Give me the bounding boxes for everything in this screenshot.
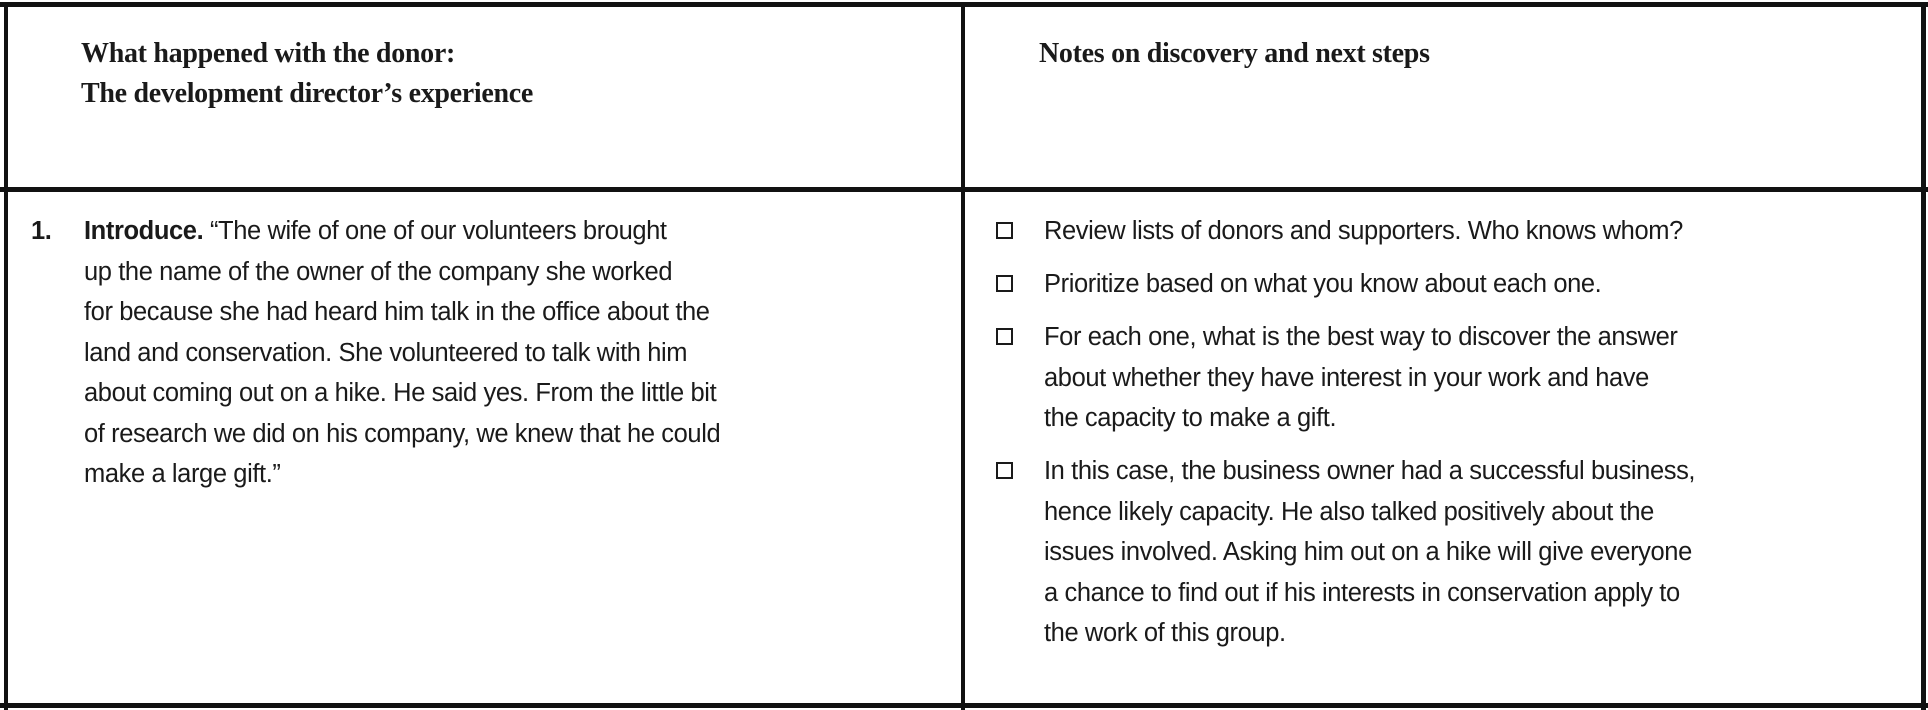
right-column-header: Notes on discovery and next steps xyxy=(1039,34,1430,74)
table-border-middle xyxy=(961,2,965,710)
checklist-item: Prioritize based on what you know about … xyxy=(996,264,1916,305)
left-column-header: What happened with the donor: The develo… xyxy=(81,34,533,114)
text-line: of research we did on his company, we kn… xyxy=(84,419,721,448)
step-lead: Introduce. xyxy=(84,217,204,245)
checkbox-icon[interactable] xyxy=(996,462,1013,479)
checkbox-icon[interactable] xyxy=(996,328,1013,345)
checkbox-icon[interactable] xyxy=(996,275,1013,292)
text-line: issues involved. Asking him out on a hik… xyxy=(1044,538,1692,566)
text-line: up the name of the owner of the company … xyxy=(84,257,673,286)
checklist-item: In this case, the business owner had a s… xyxy=(996,451,1916,654)
checkbox-icon[interactable] xyxy=(996,222,1013,239)
text-line: make a large gift.” xyxy=(84,460,281,488)
checklist-item: Review lists of donors and supporters. W… xyxy=(996,211,1916,252)
text-line: the work of this group. xyxy=(1044,619,1286,647)
text-line: In this case, the business owner had a s… xyxy=(1044,457,1696,485)
text-line: Introduce. “The wife of one of our volun… xyxy=(84,211,720,252)
step-number: 1. xyxy=(31,217,52,245)
text-line: Prioritize based on what you know about … xyxy=(1044,270,1602,298)
table-border-left xyxy=(4,2,8,710)
header-divider xyxy=(0,187,1928,192)
text-line: about whether they have interest in your… xyxy=(1044,363,1649,392)
checklist: Review lists of donors and supporters. W… xyxy=(996,211,1916,666)
text-line: hence likely capacity. He also talked po… xyxy=(1044,497,1654,526)
text-line: a chance to find out if his interests in… xyxy=(1044,578,1680,607)
checklist-item: For each one, what is the best way to di… xyxy=(996,317,1916,439)
table-border-right xyxy=(1921,2,1926,710)
text-line: land and conservation. She volunteered t… xyxy=(84,338,688,367)
header-line: The development director’s experience xyxy=(81,78,534,109)
header-line: What happened with the donor: xyxy=(81,38,456,69)
table-border-bottom xyxy=(0,703,1928,708)
text-line: about coming out on a hike. He said yes.… xyxy=(84,379,717,407)
text-line: For each one, what is the best way to di… xyxy=(1044,323,1678,351)
text-line: Review lists of donors and supporters. W… xyxy=(1044,217,1683,245)
header-line: Notes on discovery and next steps xyxy=(1039,38,1430,69)
text-line: the capacity to make a gift. xyxy=(1044,404,1337,432)
text-fragment: “The wife of one of our volunteers broug… xyxy=(209,217,667,245)
text-line: for because she had heard him talk in th… xyxy=(84,298,710,326)
